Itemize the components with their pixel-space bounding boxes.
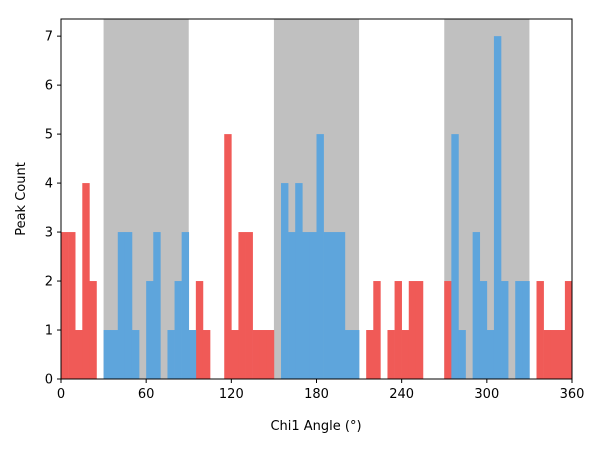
bar-series2-bin-200	[344, 330, 353, 379]
bar-series1-bin-145	[266, 330, 275, 379]
bar-series2-bin-85	[181, 232, 190, 379]
bar-series2-bin-60	[146, 281, 154, 379]
bar-series1-bin-230	[387, 330, 395, 379]
bar-series2-bin-30	[103, 330, 111, 379]
bar-series1-bin-135	[252, 330, 261, 379]
bar-series1-bin-95	[195, 281, 204, 379]
bar-series1-bin-245	[408, 281, 417, 379]
bar-series1-bin-115	[224, 134, 232, 379]
bars	[61, 36, 573, 380]
y-tick-label: 6	[45, 79, 53, 94]
x-axis-label: Chi1 Angle (°)	[270, 419, 361, 434]
bar-series1-bin-15	[82, 183, 90, 379]
x-tick-label: 120	[219, 387, 244, 402]
bar-series1-bin-120	[231, 330, 239, 379]
bar-series2-bin-35	[110, 330, 119, 379]
y-tick-label: 5	[45, 128, 53, 143]
bar-series1-bin-10	[75, 330, 83, 379]
bar-series1-bin-250	[415, 281, 424, 379]
bar-series1-bin-5	[68, 232, 76, 379]
y-tick-label: 7	[45, 30, 53, 45]
bar-series1-bin-140	[259, 330, 268, 379]
bar-series2-bin-75	[167, 330, 175, 379]
y-tick-label: 4	[45, 177, 53, 192]
bar-series1-bin-215	[366, 330, 374, 379]
x-tick-label: 60	[138, 387, 155, 402]
bar-series2-bin-50	[131, 330, 140, 379]
bar-series1-bin-130	[245, 232, 253, 379]
bar-series1-bin-270	[444, 281, 452, 379]
y-tick-label: 2	[45, 275, 53, 290]
bar-series2-bin-45	[124, 232, 133, 379]
bar-series2-bin-305	[493, 36, 502, 380]
bar-series2-bin-90	[188, 330, 197, 379]
bar-series2-bin-175	[309, 232, 317, 379]
bar-series2-bin-290	[472, 232, 481, 379]
bar-series1-bin-220	[373, 281, 381, 379]
bar-series2-bin-275	[451, 134, 459, 379]
y-tick-label: 0	[45, 373, 53, 388]
bar-series2-bin-310	[501, 281, 509, 379]
bar-series2-bin-295	[479, 281, 488, 379]
bar-series2-bin-80	[174, 281, 182, 379]
bar-series2-bin-160	[288, 232, 296, 379]
bar-series2-bin-185	[323, 232, 331, 379]
x-tick-label: 0	[57, 387, 65, 402]
bar-series2-bin-195	[337, 232, 346, 379]
bar-series1-bin-240	[401, 330, 410, 379]
bar-series1-bin-355	[564, 281, 573, 379]
y-axis-label: Peak Count	[14, 162, 29, 236]
bar-series2-bin-165	[295, 183, 303, 379]
bar-series1-bin-235	[394, 281, 402, 379]
y-tick-label: 1	[45, 324, 53, 339]
x-tick-label: 180	[304, 387, 329, 402]
y-ticks: 0 1 2 3 4 5 6 7	[45, 30, 61, 388]
bar-series2-bin-170	[302, 232, 310, 379]
bar-series1-bin-20	[89, 281, 97, 379]
bar-series1-bin-345	[550, 330, 559, 379]
bar-series1-bin-0	[61, 232, 69, 379]
bar-series1-bin-340	[543, 330, 552, 379]
bar-series2-bin-325	[522, 281, 530, 379]
bar-series1-bin-350	[557, 330, 566, 379]
bar-series1-bin-125	[238, 232, 246, 379]
bar-series2-bin-180	[316, 134, 324, 379]
bar-series2-bin-190	[330, 232, 339, 379]
bar-series1-bin-335	[536, 281, 544, 379]
x-tick-label: 360	[560, 387, 585, 402]
y-tick-label: 3	[45, 226, 53, 241]
x-ticks: 0 60 120 180 240 300 360	[57, 379, 585, 402]
bar-series2-bin-280	[458, 330, 466, 379]
bar-series2-bin-300	[486, 330, 495, 379]
bar-series2-bin-205	[351, 330, 360, 379]
bar-series2-bin-155	[281, 183, 289, 379]
bar-series2-bin-40	[117, 232, 126, 379]
x-tick-label: 240	[389, 387, 414, 402]
bar-series2-bin-65	[153, 232, 161, 379]
bar-series2-bin-320	[515, 281, 523, 379]
x-tick-label: 300	[474, 387, 499, 402]
bar-series1-bin-100	[202, 330, 211, 379]
